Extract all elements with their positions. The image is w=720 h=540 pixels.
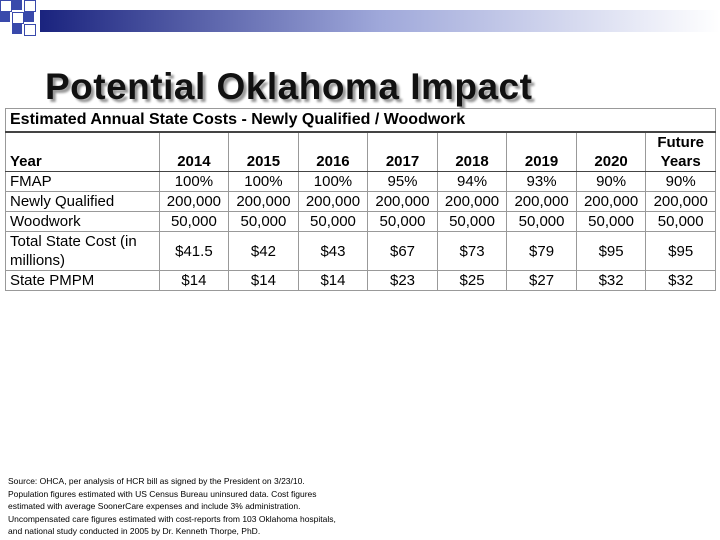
decor-square [0, 12, 10, 22]
value-cell: 50,000 [436, 211, 508, 232]
value-cell: $79 [506, 231, 577, 271]
value-cell: 50,000 [228, 211, 299, 232]
value-cell: $95 [645, 231, 716, 271]
source-line: Uncompensated care figures estimated wit… [8, 513, 336, 524]
value-cell: $41.5 [158, 231, 230, 271]
value-cell: 100% [228, 171, 299, 192]
cost-table: Estimated Annual State Costs - Newly Qua… [5, 108, 716, 291]
value-cell: $14 [228, 270, 299, 291]
value-cell: 200,000 [158, 191, 230, 212]
value-cell: 200,000 [228, 191, 299, 212]
value-cell: 50,000 [158, 211, 230, 232]
row-label: State PMPM [5, 270, 160, 291]
header-cell: Future Years [645, 131, 716, 172]
decor-square [12, 12, 24, 24]
header-cell: 2015 [228, 131, 299, 172]
row-label: Newly Qualified [5, 191, 160, 212]
header-cell: 2014 [158, 131, 230, 172]
value-cell: 100% [158, 171, 230, 192]
header-cell: Year [5, 131, 160, 172]
table-row: State PMPM $14 $14 $14 $23 $25 $27 $32 $32 [5, 270, 716, 291]
header-cell: 2016 [297, 131, 369, 172]
decor-square [24, 24, 36, 36]
value-cell: 200,000 [575, 191, 647, 212]
value-cell: 200,000 [297, 191, 369, 212]
table-caption: Estimated Annual State Costs - Newly Qua… [5, 108, 716, 133]
value-cell: 90% [645, 171, 716, 192]
value-cell: $95 [575, 231, 647, 271]
value-cell: $67 [367, 231, 438, 271]
header-cell: 2020 [575, 131, 647, 172]
value-cell: $73 [436, 231, 508, 271]
value-cell: 95% [367, 171, 438, 192]
source-line: and national study conducted in 2005 by … [8, 526, 261, 536]
value-cell: 94% [436, 171, 508, 192]
value-cell: $25 [436, 270, 508, 291]
value-cell: 100% [297, 171, 369, 192]
value-cell: 93% [506, 171, 577, 192]
decor-square [0, 0, 12, 12]
table-row: Total State Cost (in millions) $41.5 $42 $4… [5, 231, 716, 271]
value-cell: $32 [645, 270, 716, 291]
decor-square [12, 24, 22, 34]
decor-square [24, 12, 34, 22]
value-cell: $43 [297, 231, 369, 271]
value-cell: 50,000 [645, 211, 716, 232]
table-row: Newly Qualified 200,000 200,000 200,000 200,… [5, 191, 716, 212]
value-cell: 200,000 [506, 191, 577, 212]
value-cell: 50,000 [575, 211, 647, 232]
row-label: Woodwork [5, 211, 160, 232]
value-cell: $14 [297, 270, 369, 291]
value-cell: 200,000 [367, 191, 438, 212]
source-note: Source: OHCA, per analysis of HCR bill a… [8, 475, 336, 538]
table-row: FMAP 100% 100% 100% 95% 94% 93% 90% 90% [5, 171, 716, 192]
decor-square [24, 0, 36, 12]
value-cell: $42 [228, 231, 299, 271]
source-line: Source: OHCA, per analysis of HCR bill a… [8, 476, 305, 486]
decor-square [12, 0, 22, 10]
caption-row: Estimated Annual State Costs - Newly Qua… [5, 108, 716, 133]
value-cell: $32 [575, 270, 647, 291]
value-cell: 50,000 [506, 211, 577, 232]
header-bar [40, 10, 720, 32]
value-cell: $23 [367, 270, 438, 291]
value-cell: 50,000 [297, 211, 369, 232]
value-cell: 90% [575, 171, 647, 192]
header-cell: 2018 [436, 131, 508, 172]
table-row: Woodwork 50,000 50,000 50,000 50,000 50,000 50… [5, 211, 716, 232]
value-cell: $14 [158, 270, 230, 291]
value-cell: 50,000 [367, 211, 438, 232]
slide-title: Potential Oklahoma Impact [45, 66, 533, 107]
value-cell: 200,000 [645, 191, 716, 212]
header-cell: 2017 [367, 131, 438, 172]
source-line: estimated with average SoonerCare expens… [8, 501, 301, 511]
row-label: FMAP [5, 171, 160, 192]
header-row: Year 2014 2015 2016 2017 2018 2019 2020 Future Y… [5, 131, 716, 172]
value-cell: $27 [506, 270, 577, 291]
source-line: Population figures estimated with US Cen… [8, 488, 317, 499]
header-cell: 2019 [506, 131, 577, 172]
value-cell: 200,000 [436, 191, 508, 212]
row-label: Total State Cost (in millions) [5, 231, 160, 271]
